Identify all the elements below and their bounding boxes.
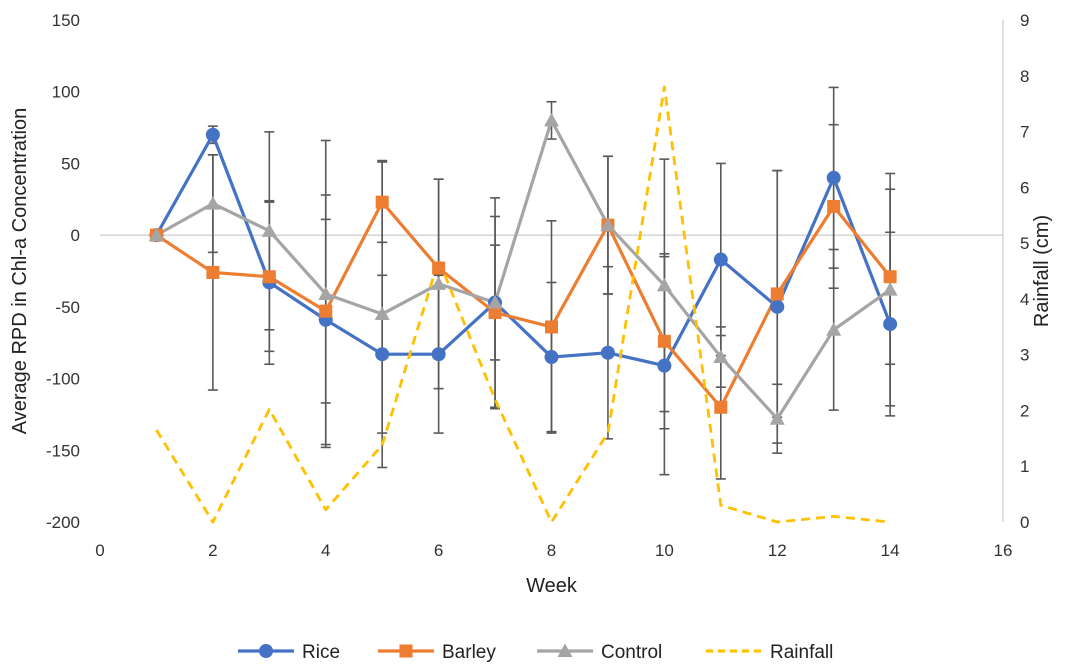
y-tick-label: -200	[46, 513, 80, 532]
x-tick-label: 10	[655, 541, 674, 560]
series-line-control	[155, 118, 892, 421]
y-tick-label: 0	[71, 226, 80, 245]
y2-tick-label: 4	[1020, 290, 1029, 309]
x-tick-label: 0	[95, 541, 104, 560]
y2-tick-label: 0	[1020, 513, 1029, 532]
legend-label-rainfall: Rainfall	[770, 642, 833, 663]
y2-axis-ticks: 9 8 7 6 5 4 3 2 1 0	[1020, 11, 1029, 532]
data-point-barley	[770, 287, 784, 301]
x-tick-label: 4	[321, 541, 330, 560]
data-point-rice	[205, 127, 220, 142]
data-point-control	[769, 411, 785, 425]
y2-tick-label: 8	[1020, 67, 1029, 86]
data-point-control	[826, 322, 842, 336]
data-point-control	[374, 306, 390, 321]
legend-label-rice: Rice	[302, 642, 340, 663]
legend: Rice Barley Control Rainfall	[238, 642, 833, 663]
legend-item-barley: Barley	[378, 642, 496, 663]
legend-marker-rice	[259, 644, 273, 658]
data-point-rice	[544, 350, 559, 365]
data-point-control	[318, 286, 334, 300]
legend-item-control: Control	[537, 642, 662, 663]
y-axis-ticks: 150 100 50 0 -50 -100 -150 -200	[46, 11, 80, 532]
x-axis-title: Week	[526, 575, 578, 597]
data-point-barley	[432, 261, 446, 275]
series-markers	[148, 112, 898, 425]
y2-tick-label: 9	[1020, 11, 1029, 30]
series-line-rice	[155, 133, 892, 368]
data-point-control	[205, 196, 221, 210]
data-point-rice	[770, 299, 785, 314]
data-point-rice	[826, 170, 841, 185]
y2-tick-label: 5	[1020, 234, 1029, 253]
data-point-control	[656, 277, 672, 292]
data-point-barley	[657, 334, 671, 348]
series-line-barley	[155, 200, 892, 409]
data-point-rice	[883, 317, 898, 332]
data-point-control	[713, 349, 729, 364]
data-point-barley	[262, 270, 276, 284]
series-lines	[155, 85, 892, 524]
y-tick-label: 150	[52, 11, 80, 30]
error-bars	[207, 86, 896, 480]
data-point-barley	[375, 195, 389, 209]
y-tick-label: -150	[46, 441, 80, 460]
x-tick-label: 8	[547, 541, 556, 560]
data-point-barley	[545, 320, 558, 334]
y-tick-label: 50	[61, 154, 80, 173]
data-point-control	[882, 282, 898, 296]
legend-marker-barley	[399, 644, 413, 658]
y2-tick-label: 3	[1020, 346, 1029, 365]
x-tick-label: 14	[881, 541, 900, 560]
data-point-control	[431, 276, 447, 290]
series-line-rainfall	[155, 85, 891, 524]
data-point-control	[544, 112, 559, 127]
data-point-barley	[714, 400, 728, 414]
y2-tick-label: 1	[1020, 457, 1029, 476]
legend-item-rice: Rice	[238, 642, 340, 663]
legend-marker-control	[557, 643, 573, 657]
x-tick-label: 6	[434, 541, 443, 560]
legend-label-control: Control	[601, 642, 662, 663]
data-point-barley	[319, 304, 333, 318]
data-point-rice	[600, 345, 615, 360]
x-tick-label: 12	[768, 541, 787, 560]
data-point-rice	[657, 358, 672, 373]
y-tick-label: -100	[46, 370, 80, 389]
x-tick-label: 2	[208, 541, 217, 560]
data-point-control	[600, 217, 616, 232]
y2-axis-title: Rainfall (cm)	[1031, 215, 1053, 327]
data-point-control	[261, 223, 277, 237]
data-point-barley	[206, 265, 220, 279]
y2-tick-label: 7	[1020, 123, 1029, 142]
data-point-rice	[713, 252, 728, 267]
x-tick-label: 16	[994, 541, 1013, 560]
data-point-rice	[375, 347, 390, 362]
data-point-barley	[827, 199, 841, 213]
y2-tick-label: 6	[1020, 178, 1029, 197]
data-point-barley	[883, 270, 897, 284]
legend-item-rainfall: Rainfall	[706, 642, 833, 663]
y2-tick-label: 2	[1020, 401, 1029, 420]
x-axis-ticks: 0 2 4 6 8 10 12 14 16	[95, 541, 1012, 560]
data-point-barley	[488, 306, 502, 320]
y-axis-title: Average RPD in Chl-a Concentration	[9, 108, 31, 434]
legend-label-barley: Barley	[442, 642, 496, 663]
data-point-control	[487, 295, 503, 309]
y-tick-label: 100	[52, 83, 80, 102]
data-point-control	[148, 227, 164, 242]
data-point-rice	[431, 347, 446, 362]
y-tick-label: -50	[55, 298, 80, 317]
